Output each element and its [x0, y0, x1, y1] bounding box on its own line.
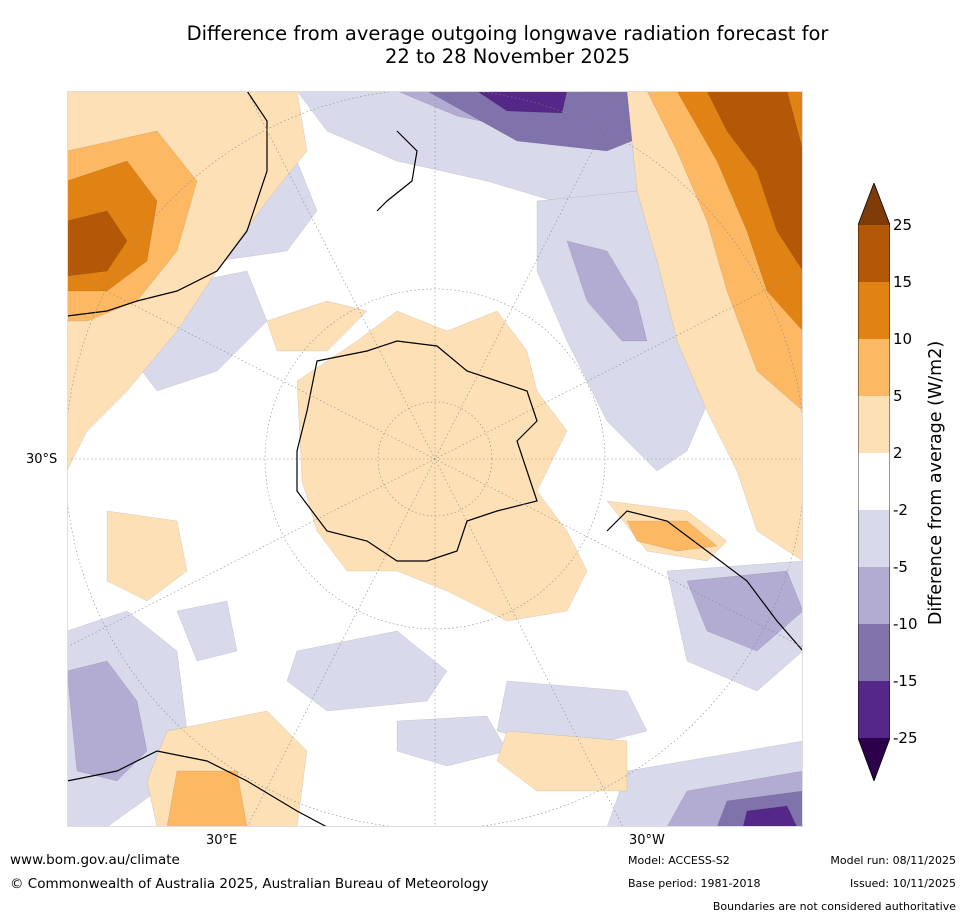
- colorbar-under-triangle: [858, 738, 890, 781]
- colorbar-tick-label: -10: [893, 615, 918, 633]
- colorbar-title: Difference from average (W/m2): [926, 340, 946, 626]
- footer-url: www.bom.gov.au/climate: [10, 852, 180, 868]
- colorbar-tick-label: 10: [893, 330, 913, 348]
- map-title: Difference from average outgoing longwav…: [60, 22, 955, 68]
- colorbar-tick-label: -25: [893, 729, 918, 747]
- lat-label-30s: 30°S: [26, 452, 58, 467]
- colorbar-tick-label: -5: [893, 558, 908, 576]
- anomaly-southern-ocean-c: [396, 715, 508, 767]
- colorbar-tick-label: 25: [893, 216, 913, 234]
- footer-issued: Issued: 10/11/2025: [849, 877, 956, 890]
- anomaly-pacific-east-core: [706, 91, 803, 272]
- colorbar-tick-label: 5: [893, 387, 903, 405]
- colorbar-band-neutral: [858, 453, 890, 510]
- anomaly-southern-ocean-d: [176, 600, 238, 662]
- anomaly-antarctica: [296, 310, 588, 622]
- colorbar-band-minus10-minus5: [858, 567, 890, 624]
- colorbar-tick-label: 2: [893, 444, 903, 462]
- africa-coast: [67, 750, 328, 827]
- footer-disclaimer: Boundaries are not considered authoritat…: [712, 900, 956, 913]
- anomaly-antarctic-coast: [266, 300, 368, 352]
- lon-label-30w: 30°W: [629, 833, 665, 848]
- anomaly-east-pacific-core: [566, 240, 648, 342]
- positive-anomaly-regions: [67, 91, 803, 827]
- colorbar-band-2-5: [858, 396, 890, 453]
- colorbar-band-minus5-minus2: [858, 510, 890, 567]
- anomaly-southern-ocean-a: [286, 630, 448, 712]
- anomaly-southwest-core: [67, 660, 148, 782]
- graticule: [67, 91, 803, 827]
- footer-copyright: © Commonwealth of Australia 2025, Austra…: [10, 876, 489, 892]
- anomaly-south-america-west-core: [686, 570, 803, 652]
- colorbar-tick-label: 15: [893, 273, 913, 291]
- colorbar: [858, 183, 890, 781]
- footer-model-run: Model run: 08/11/2025: [830, 854, 956, 867]
- anomaly-pacific-north-deep: [476, 91, 568, 114]
- colorbar-band-minus25-minus15: [858, 681, 890, 738]
- latitude-circle-mid: [264, 288, 606, 630]
- anomaly-africa-mid: [166, 770, 248, 827]
- australia-coast: [67, 91, 268, 317]
- polar-map: [67, 91, 803, 827]
- colorbar-band-5-10: [858, 339, 890, 396]
- anomaly-australia-core: [67, 210, 128, 277]
- colorbar-band-minus15-minus10: [858, 624, 890, 681]
- colorbar-tick-label: -2: [893, 501, 908, 519]
- anomaly-south-ocean-east: [106, 510, 188, 602]
- lon-label-30e: 30°E: [206, 833, 238, 848]
- meridian-d: [246, 91, 624, 827]
- coastlines: [67, 91, 803, 827]
- footer-base-period: Base period: 1981-2018: [628, 877, 761, 890]
- title-line-1: Difference from average outgoing longwav…: [186, 22, 829, 45]
- anomaly-south-ocean-band: [496, 730, 628, 792]
- title-line-2: 22 to 28 November 2025: [384, 45, 631, 68]
- new-zealand-coast: [376, 130, 418, 212]
- anomaly-south-atlantic-center: [742, 805, 798, 827]
- colorbar-over-triangle: [858, 183, 890, 225]
- anomaly-andes-mid: [626, 520, 718, 552]
- colorbar-band-15-25: [858, 225, 890, 282]
- footer-model: Model: ACCESS-S2: [628, 854, 730, 867]
- colorbar-tick-label: -15: [893, 672, 918, 690]
- antarctica-coast: [296, 340, 538, 562]
- colorbar-band-10-15: [858, 282, 890, 339]
- south-america-coast: [606, 510, 803, 652]
